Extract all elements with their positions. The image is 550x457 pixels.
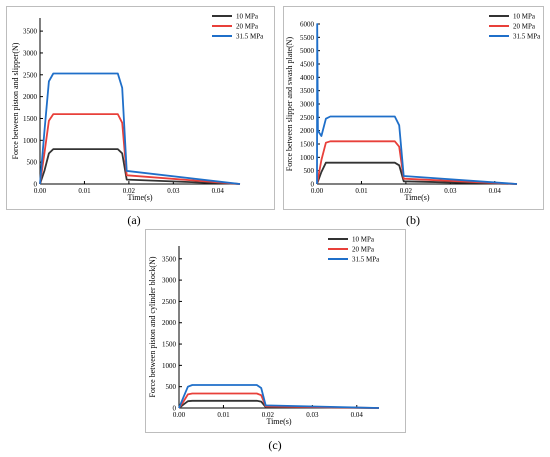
legend-label-a-2: 20 MPa: [236, 23, 259, 31]
legend-label-a-3: 31.5 MPa: [236, 33, 264, 41]
x-tick-label-b: 0.04: [489, 187, 502, 195]
legend-label-c-3: 31.5 MPa: [352, 256, 380, 264]
y-tick-label-c: 0: [173, 405, 177, 413]
y-axis-label-b: Force between slipper and swash plate(N): [285, 36, 294, 171]
legend-label-b-1: 10 MPa: [513, 13, 536, 21]
y-tick-label-b: 2500: [300, 114, 315, 122]
y-tick-label-a: 3500: [23, 28, 38, 36]
y-axis-label-a: Force between piston and slipper(N): [11, 42, 20, 159]
y-tick-label-c: 2000: [162, 319, 177, 327]
legend-label-a-1: 10 MPa: [236, 13, 259, 21]
legend-label-b-2: 20 MPa: [513, 23, 536, 31]
y-tick-label-b: 6000: [300, 21, 315, 29]
y-tick-label-b: 1500: [300, 141, 315, 149]
y-tick-label-a: 0: [34, 181, 38, 189]
y-tick-label-b: 4500: [300, 61, 315, 69]
x-tick-label-b: 0.02: [400, 187, 413, 195]
legend-label-c-1: 10 MPa: [352, 236, 375, 244]
x-tick-label-c: 0.01: [217, 411, 230, 419]
x-tick-label-a: 0.01: [78, 187, 91, 195]
y-axis-label-c: Force between piston and cylinder block(…: [148, 256, 157, 397]
y-tick-label-a: 2000: [23, 93, 38, 101]
series-line-b-3: [316, 23, 518, 185]
y-tick-label-c: 2500: [162, 298, 177, 306]
caption-b: (b): [406, 213, 420, 227]
y-tick-label-c: 3000: [162, 277, 177, 285]
y-tick-label-b: 1000: [300, 154, 315, 162]
y-tick-label-a: 1500: [23, 115, 38, 123]
caption-c: (c): [268, 438, 282, 452]
y-tick-label-c: 1000: [162, 362, 177, 370]
x-axis-label-a: Time(s): [127, 193, 152, 202]
x-tick-label-c: 0.02: [262, 411, 275, 419]
y-tick-label-a: 3000: [23, 49, 38, 57]
y-tick-label-b: 4000: [300, 74, 315, 82]
x-tick-label-b: 0.03: [444, 187, 457, 195]
x-tick-label-c: 0.00: [173, 411, 186, 419]
y-tick-label-a: 500: [27, 159, 38, 167]
x-tick-label-c: 0.04: [351, 411, 364, 419]
y-tick-label-a: 1000: [23, 137, 38, 145]
x-tick-label-a: 0.03: [167, 187, 180, 195]
y-tick-label-b: 3000: [300, 101, 315, 109]
x-axis-label-b: Time(s): [404, 193, 429, 202]
legend-label-c-2: 20 MPa: [352, 246, 375, 254]
x-tick-label-b: 0.01: [355, 187, 368, 195]
y-tick-label-b: 3500: [300, 87, 315, 95]
series-line-a-3: [39, 72, 241, 185]
x-tick-label-a: 0.02: [123, 187, 136, 195]
y-tick-label-a: 2500: [23, 71, 38, 79]
x-tick-label-a: 0.04: [212, 187, 225, 195]
y-tick-label-b: 5000: [300, 47, 315, 55]
y-tick-label-c: 500: [166, 383, 177, 391]
caption-a: (a): [127, 213, 141, 227]
y-tick-label-b: 0: [311, 181, 315, 189]
y-tick-label-b: 2000: [300, 127, 315, 135]
y-tick-label-c: 1500: [162, 341, 177, 349]
x-axis-label-c: Time(s): [266, 417, 291, 426]
x-tick-label-b: 0.00: [311, 187, 324, 195]
x-tick-label-c: 0.03: [306, 411, 319, 419]
x-tick-label-a: 0.00: [34, 187, 47, 195]
chart-panel-c: [145, 229, 406, 433]
y-tick-label-b: 5500: [300, 34, 315, 42]
y-tick-label-c: 3500: [162, 255, 177, 263]
series-line-c-3: [178, 384, 380, 409]
legend-label-b-3: 31.5 MPa: [513, 33, 541, 41]
y-tick-label-b: 500: [304, 167, 315, 175]
